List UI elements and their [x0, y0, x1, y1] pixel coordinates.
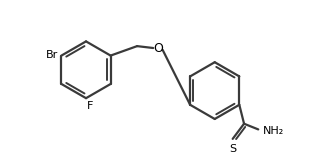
Text: NH₂: NH₂	[263, 126, 284, 136]
Text: Br: Br	[46, 50, 59, 60]
Text: F: F	[87, 101, 93, 111]
Text: S: S	[229, 144, 236, 154]
Text: O: O	[153, 42, 163, 55]
